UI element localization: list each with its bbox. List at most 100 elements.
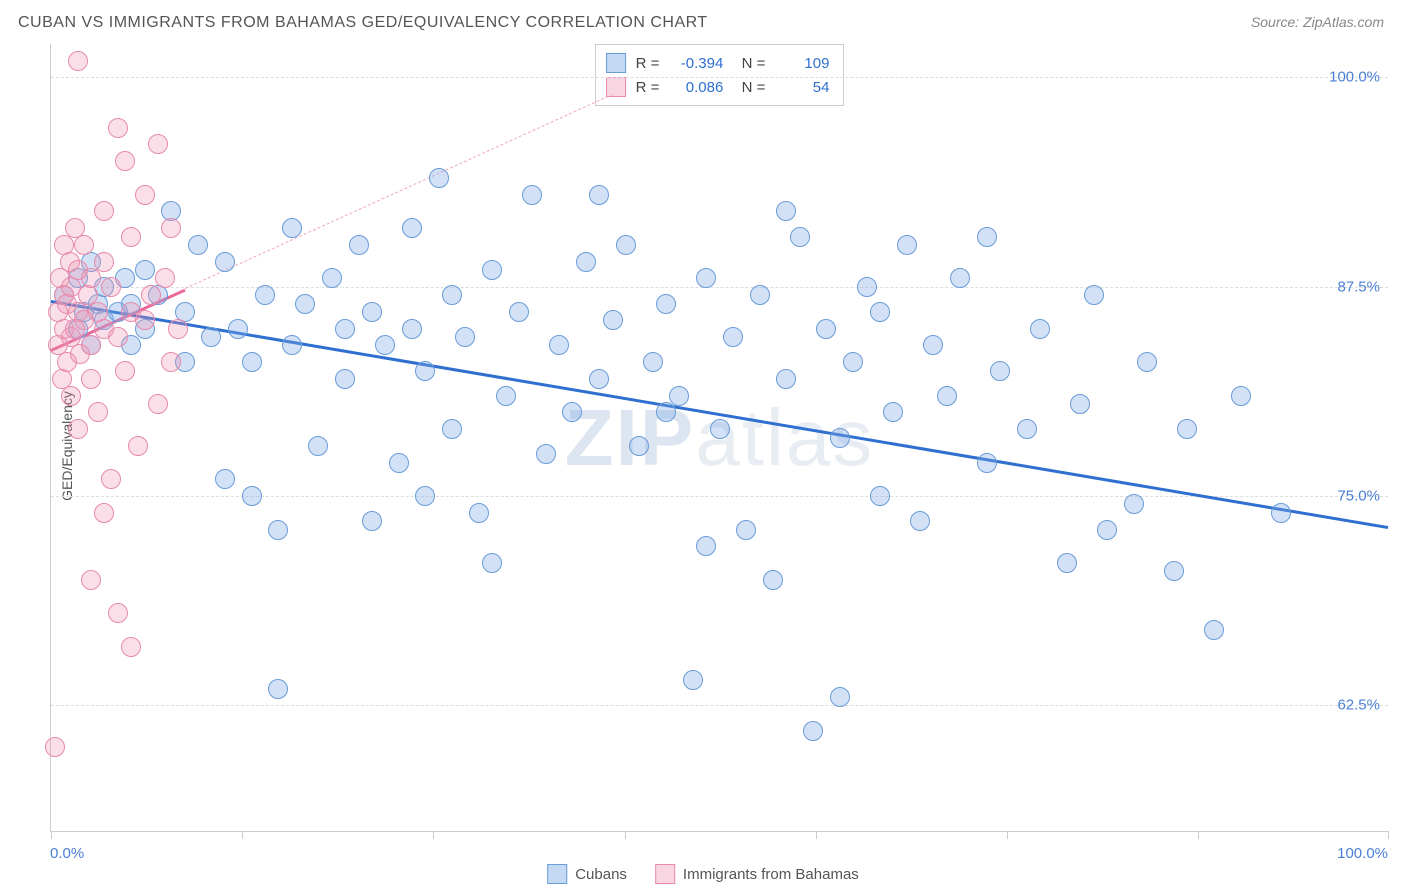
data-point (1017, 419, 1037, 439)
x-tick (51, 831, 52, 839)
data-point (308, 436, 328, 456)
data-point (81, 570, 101, 590)
trend-line (184, 94, 612, 289)
data-point (910, 511, 930, 531)
data-point (282, 335, 302, 355)
data-point (81, 369, 101, 389)
x-tick (625, 831, 626, 839)
stats-n-value: 54 (775, 79, 829, 96)
swatch-icon (655, 864, 675, 884)
data-point (415, 361, 435, 381)
data-point (68, 419, 88, 439)
gridline (51, 77, 1388, 78)
data-point (683, 670, 703, 690)
data-point (201, 327, 221, 347)
data-point (389, 453, 409, 473)
data-point (108, 118, 128, 138)
data-point (776, 201, 796, 221)
data-point (603, 310, 623, 330)
x-tick (816, 831, 817, 839)
data-point (656, 402, 676, 422)
data-point (148, 394, 168, 414)
data-point (115, 151, 135, 171)
data-point (188, 235, 208, 255)
data-point (442, 419, 462, 439)
x-axis-min-label: 0.0% (50, 845, 84, 862)
data-point (242, 352, 262, 372)
gridline (51, 287, 1388, 288)
data-point (643, 352, 663, 372)
data-point (161, 352, 181, 372)
data-point (455, 327, 475, 347)
data-point (843, 352, 863, 372)
data-point (1177, 419, 1197, 439)
data-point (469, 503, 489, 523)
data-point (108, 603, 128, 623)
chart-title: CUBAN VS IMMIGRANTS FROM BAHAMAS GED/EQU… (18, 14, 708, 32)
data-point (496, 386, 516, 406)
stats-row-cubans: R = -0.394 N = 109 (606, 51, 830, 75)
data-point (1057, 553, 1077, 573)
data-point (45, 737, 65, 757)
data-point (950, 268, 970, 288)
data-point (121, 227, 141, 247)
data-point (228, 319, 248, 339)
legend-label: Immigrants from Bahamas (683, 866, 859, 883)
data-point (977, 453, 997, 473)
data-point (74, 235, 94, 255)
data-point (442, 285, 462, 305)
legend: Cubans Immigrants from Bahamas (547, 864, 859, 884)
data-point (750, 285, 770, 305)
data-point (803, 721, 823, 741)
swatch-icon (547, 864, 567, 884)
swatch-icon (606, 53, 626, 73)
data-point (629, 436, 649, 456)
data-point (1070, 394, 1090, 414)
stats-r-value: 0.086 (669, 79, 723, 96)
source-attribution: Source: ZipAtlas.com (1251, 14, 1384, 30)
data-point (81, 268, 101, 288)
y-tick-label: 100.0% (1329, 69, 1380, 86)
data-point (115, 361, 135, 381)
data-point (482, 260, 502, 280)
data-point (870, 302, 890, 322)
stats-n-value: 109 (775, 55, 829, 72)
data-point (562, 402, 582, 422)
data-point (94, 201, 114, 221)
data-point (763, 570, 783, 590)
data-point (362, 511, 382, 531)
data-point (870, 486, 890, 506)
data-point (322, 268, 342, 288)
data-point (335, 319, 355, 339)
data-point (536, 444, 556, 464)
data-point (816, 319, 836, 339)
data-point (589, 369, 609, 389)
data-point (128, 436, 148, 456)
data-point (135, 310, 155, 330)
data-point (215, 469, 235, 489)
data-point (135, 185, 155, 205)
x-tick (433, 831, 434, 839)
x-tick (242, 831, 243, 839)
data-point (656, 294, 676, 314)
plot-area: ZIPatlas R = -0.394 N = 109 R = 0.086 N … (50, 44, 1388, 832)
data-point (1271, 503, 1291, 523)
data-point (897, 235, 917, 255)
data-point (415, 486, 435, 506)
data-point (977, 227, 997, 247)
data-point (723, 327, 743, 347)
data-point (482, 553, 502, 573)
data-point (81, 335, 101, 355)
data-point (616, 235, 636, 255)
data-point (362, 302, 382, 322)
data-point (990, 361, 1010, 381)
data-point (101, 469, 121, 489)
data-point (883, 402, 903, 422)
swatch-icon (606, 77, 626, 97)
data-point (696, 268, 716, 288)
data-point (857, 277, 877, 297)
data-point (108, 327, 128, 347)
data-point (1097, 520, 1117, 540)
data-point (1137, 352, 1157, 372)
y-tick-label: 75.0% (1337, 488, 1380, 505)
